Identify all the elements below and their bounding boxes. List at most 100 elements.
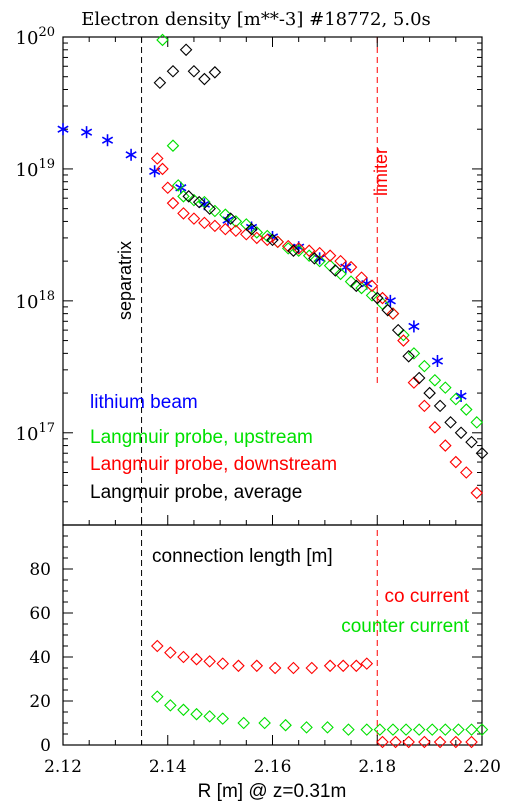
counter-current-point <box>342 723 355 736</box>
langmuir-probe-upstream-point <box>171 179 185 192</box>
langmuir-probe-average-point <box>153 76 167 90</box>
langmuir-probe-downstream-point <box>219 222 232 236</box>
langmuir-probe-upstream-point <box>407 347 421 360</box>
langmuir-probe-average-point <box>444 416 457 429</box>
langmuir-probe-upstream-point <box>418 359 431 373</box>
langmuir-probe-downstream-point <box>439 439 452 452</box>
langmuir-probe-downstream-point <box>208 219 222 233</box>
langmuir-probe-average-point <box>179 43 193 57</box>
langmuir-probe-downstream-point <box>365 279 379 293</box>
langmuir-probe-upstream-point <box>219 208 232 221</box>
y-tick-label: 1017 <box>16 421 55 445</box>
langmuir-probe-downstream-point <box>323 249 337 262</box>
counter-current-point <box>258 716 271 730</box>
langmuir-probe-average-point <box>412 371 426 385</box>
co-current-point <box>336 659 350 673</box>
x-tick-label: 2.20 <box>463 757 501 777</box>
langmuir-probe-average-point <box>198 72 211 86</box>
langmuir-probe-average-point <box>166 64 180 78</box>
langmuir-probe-upstream-point <box>313 254 326 268</box>
langmuir-probe-downstream-point <box>302 244 316 257</box>
counter-current-point <box>216 712 230 725</box>
lithium-beam-point <box>57 123 69 136</box>
langmuir-probe-average-point <box>245 222 258 236</box>
langmuir-probe-upstream-point <box>166 139 180 152</box>
limiter-label: limiter <box>371 148 391 196</box>
co-current-point <box>376 735 389 749</box>
langmuir-probe-average-point <box>370 291 384 305</box>
axes-ticks: 1017 1018 1019 1020 2.12 2.14 2.16 2.18 2.20 0 20 4… <box>16 25 501 777</box>
co-current-point <box>190 652 203 666</box>
co-current-point <box>389 735 402 749</box>
langmuir-probe-downstream-point <box>376 291 389 305</box>
y-tick-label: 20 <box>29 692 51 712</box>
counter-current-point <box>475 723 489 736</box>
langmuir-probe-downstream-point <box>470 486 484 500</box>
langmuir-probe-downstream-point <box>386 307 400 320</box>
langmuir-probe-downstream-point <box>449 455 463 469</box>
co-current-point <box>305 661 319 675</box>
langmuir-probe-upstream-point <box>428 374 442 387</box>
langmuir-probe-downstream-point <box>460 466 473 479</box>
x-tick-label: 2.18 <box>358 757 396 777</box>
counter-current-point <box>452 723 465 736</box>
langmuir-probe-downstream-point <box>418 399 431 413</box>
lithium-beam-point <box>408 320 420 333</box>
counter-current-point <box>321 721 334 734</box>
langmuir-probe-downstream-point <box>166 196 180 210</box>
counter-current-point <box>300 721 313 734</box>
co-current-point <box>323 659 337 673</box>
co-current-point <box>449 735 463 749</box>
langmuir-probe-downstream-point <box>250 231 264 245</box>
legend-lithium-beam: lithium beam <box>90 392 198 413</box>
counter-current-point <box>150 690 164 703</box>
co-current-point <box>232 659 245 673</box>
y-tick-label: 60 <box>29 604 51 624</box>
langmuir-probe-upstream-point <box>156 33 169 47</box>
legend-upstream: Langmuir probe, upstream <box>90 427 313 448</box>
counter-current-point <box>373 723 387 736</box>
langmuir-probe-average-point <box>187 64 201 78</box>
counter-current-point <box>439 723 452 736</box>
counter-current-point <box>465 723 478 736</box>
x-tick-label: 2.16 <box>254 757 292 777</box>
co-current-point <box>402 735 415 749</box>
langmuir-probe-downstream-point <box>428 421 442 434</box>
langmuir-probe-average-point <box>391 323 405 337</box>
langmuir-probe-downstream-point <box>344 260 358 274</box>
langmuir-probe-average-point <box>266 233 279 247</box>
legend-co-current: co current <box>385 586 470 607</box>
y-tick-label: 1019 <box>16 157 55 181</box>
langmuir-probe-average-point <box>381 303 395 317</box>
langmuir-probe-downstream-point <box>177 207 190 220</box>
langmuir-probe-downstream-point <box>198 216 211 230</box>
langmuir-probe-average-point <box>182 190 195 203</box>
co-current-point <box>268 661 282 675</box>
langmuir-probe-downstream-point <box>156 162 169 176</box>
lithium-beam-point <box>125 148 137 161</box>
langmuir-probe-average-point <box>329 264 342 277</box>
co-current-point <box>164 646 177 659</box>
lithium-beam-point <box>455 390 467 403</box>
langmuir-probe-downstream-point <box>161 181 175 195</box>
legend-downstream: Langmuir probe, downstream <box>90 454 337 475</box>
lithium-beam-point <box>431 355 444 368</box>
y-tick-label: 40 <box>29 648 51 668</box>
co-current-point <box>216 657 230 670</box>
langmuir-probe-average-point <box>192 195 206 209</box>
co-current-point <box>203 655 216 668</box>
co-current-point <box>177 650 190 664</box>
co-current-point <box>433 735 447 749</box>
x-tick-label: 2.12 <box>44 757 82 777</box>
counter-current-point <box>412 723 426 736</box>
co-current-point <box>250 659 264 673</box>
lithium-beam-point <box>80 126 93 139</box>
langmuir-probe-average-point <box>350 279 363 293</box>
langmuir-probe-upstream-point <box>470 416 484 429</box>
langmuir-probe-downstream-point <box>397 334 410 347</box>
langmuir-probe-upstream-point <box>334 267 347 281</box>
bottom-chart-title: connection length [m] <box>152 546 333 567</box>
co-current-point <box>360 657 374 670</box>
langmuir-probe-downstream-point <box>271 235 285 249</box>
langmuir-probe-downstream-point <box>407 376 421 389</box>
